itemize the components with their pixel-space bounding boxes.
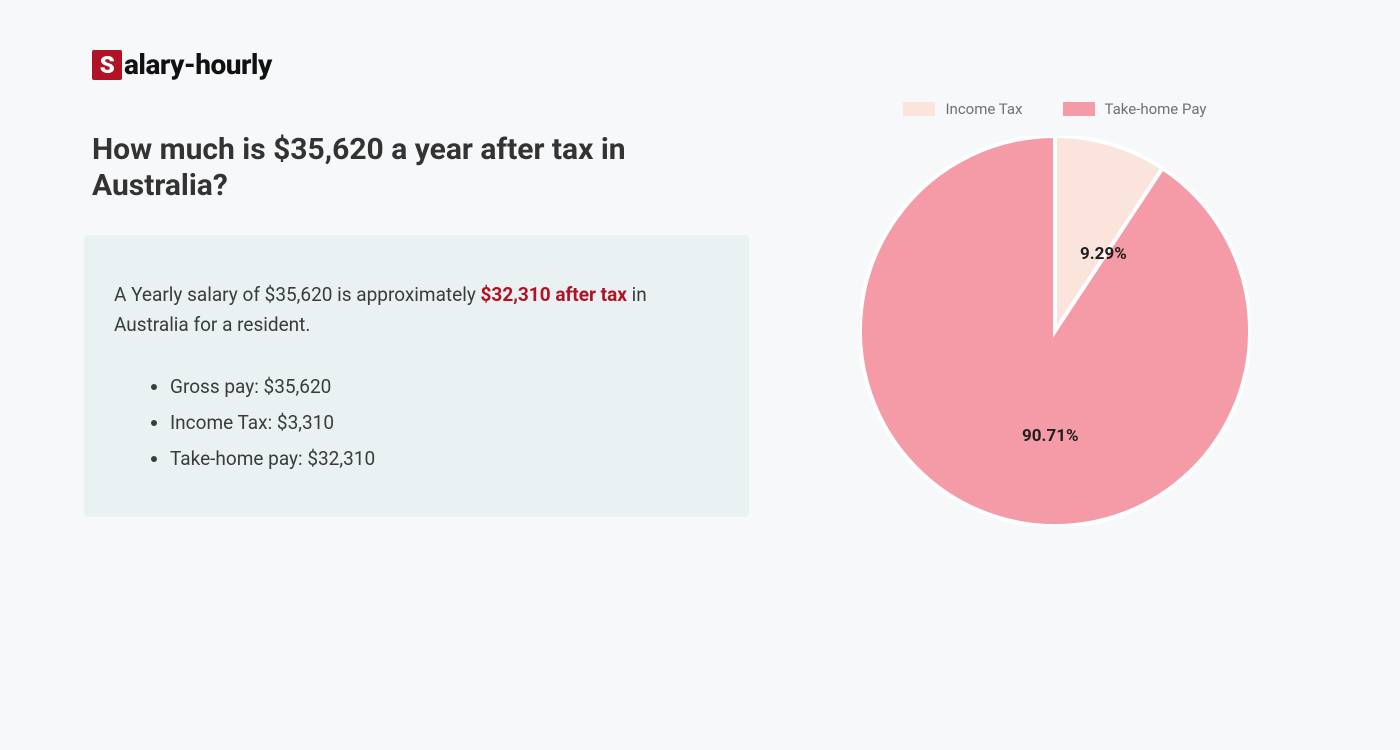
summary-box: A Yearly salary of $35,620 is approximat… xyxy=(84,235,749,517)
slice-label: 90.71% xyxy=(1022,426,1079,446)
list-item: Income Tax: $3,310 xyxy=(170,405,719,441)
legend-item: Take-home Pay xyxy=(1063,100,1207,118)
legend-label: Take-home Pay xyxy=(1105,100,1207,118)
list-item: Gross pay: $35,620 xyxy=(170,369,719,405)
summary-highlight: $32,310 after tax xyxy=(481,283,627,306)
list-item: Take-home pay: $32,310 xyxy=(170,441,719,477)
site-logo: Salary-hourly xyxy=(92,48,272,81)
legend-label: Income Tax xyxy=(945,100,1022,118)
legend-swatch xyxy=(1063,102,1095,116)
pie-chart: Income Tax Take-home Pay 9.29% 90.71% xyxy=(830,100,1280,526)
page-title: How much is $35,620 a year after tax in … xyxy=(92,132,732,204)
logo-text: alary-hourly xyxy=(124,48,272,81)
summary-prefix: A Yearly salary of $35,620 is approximat… xyxy=(114,283,481,306)
pie-svg xyxy=(860,136,1250,526)
legend-item: Income Tax xyxy=(903,100,1022,118)
legend-swatch xyxy=(903,102,935,116)
chart-legend: Income Tax Take-home Pay xyxy=(830,100,1280,118)
slice-label: 9.29% xyxy=(1080,244,1127,264)
breakdown-list: Gross pay: $35,620 Income Tax: $3,310 Ta… xyxy=(114,369,719,477)
pie-holder: 9.29% 90.71% xyxy=(860,136,1250,526)
summary-text: A Yearly salary of $35,620 is approximat… xyxy=(114,280,719,341)
logo-badge: S xyxy=(92,50,122,80)
